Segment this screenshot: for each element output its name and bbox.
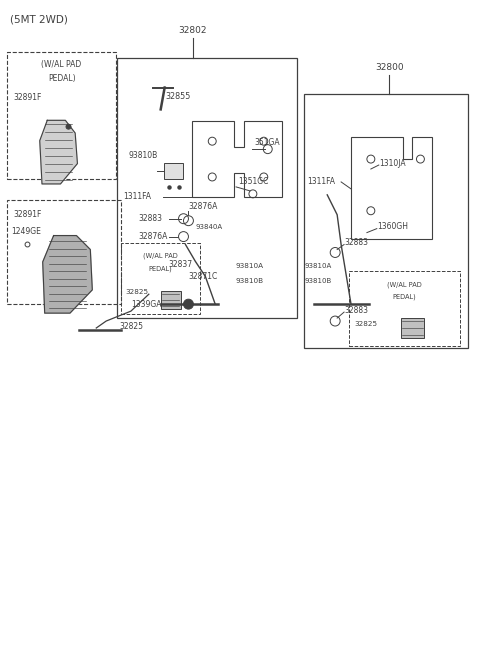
Text: (W/AL PAD: (W/AL PAD (387, 281, 422, 287)
Text: 1249GE: 1249GE (11, 227, 41, 236)
Text: 93810A: 93810A (235, 264, 263, 270)
Text: 93810B: 93810B (129, 151, 158, 159)
Text: 351GA: 351GA (255, 138, 280, 147)
Polygon shape (43, 236, 92, 313)
Circle shape (183, 216, 193, 226)
Text: 32891F: 32891F (13, 93, 41, 102)
Text: PEDAL): PEDAL) (48, 74, 75, 83)
Circle shape (183, 299, 193, 309)
Text: 32871C: 32871C (189, 272, 218, 281)
Text: 32883: 32883 (139, 215, 163, 223)
Bar (161, 291, 180, 309)
Text: 32855: 32855 (166, 92, 191, 101)
Text: 1351GC: 1351GC (238, 177, 268, 186)
Text: 32876A: 32876A (189, 202, 218, 211)
Text: 93810A: 93810A (304, 264, 332, 270)
Text: PEDAL): PEDAL) (149, 265, 173, 272)
Text: (5MT 2WD): (5MT 2WD) (10, 15, 68, 25)
Circle shape (179, 232, 189, 241)
Text: 1360GH: 1360GH (377, 222, 408, 231)
Text: 93840A: 93840A (195, 224, 223, 230)
Text: 32802: 32802 (179, 26, 207, 35)
Text: 32891F: 32891F (13, 210, 41, 219)
Text: 32825: 32825 (119, 321, 143, 331)
Text: 93810B: 93810B (235, 278, 263, 284)
Text: (W/AL PAD: (W/AL PAD (41, 60, 82, 69)
Text: PEDAL): PEDAL) (393, 294, 417, 300)
Text: 32876A: 32876A (139, 232, 168, 241)
Text: 1311FA: 1311FA (307, 177, 336, 186)
Text: 32800: 32800 (375, 63, 404, 72)
Bar (401, 318, 424, 338)
Text: 1311FA: 1311FA (123, 192, 151, 201)
Text: 32883: 32883 (344, 238, 368, 247)
Text: 1339GA: 1339GA (131, 300, 161, 309)
Text: 32883: 32883 (344, 306, 368, 315)
Text: 32825: 32825 (125, 289, 148, 295)
Text: (W/AL PAD: (W/AL PAD (144, 252, 178, 258)
Text: 1310JA: 1310JA (379, 159, 406, 167)
Circle shape (66, 124, 71, 129)
Bar (164, 163, 183, 179)
Text: 93810B: 93810B (304, 278, 332, 284)
Text: 32825: 32825 (354, 321, 377, 327)
Text: 32837: 32837 (168, 260, 193, 269)
Polygon shape (40, 120, 77, 184)
